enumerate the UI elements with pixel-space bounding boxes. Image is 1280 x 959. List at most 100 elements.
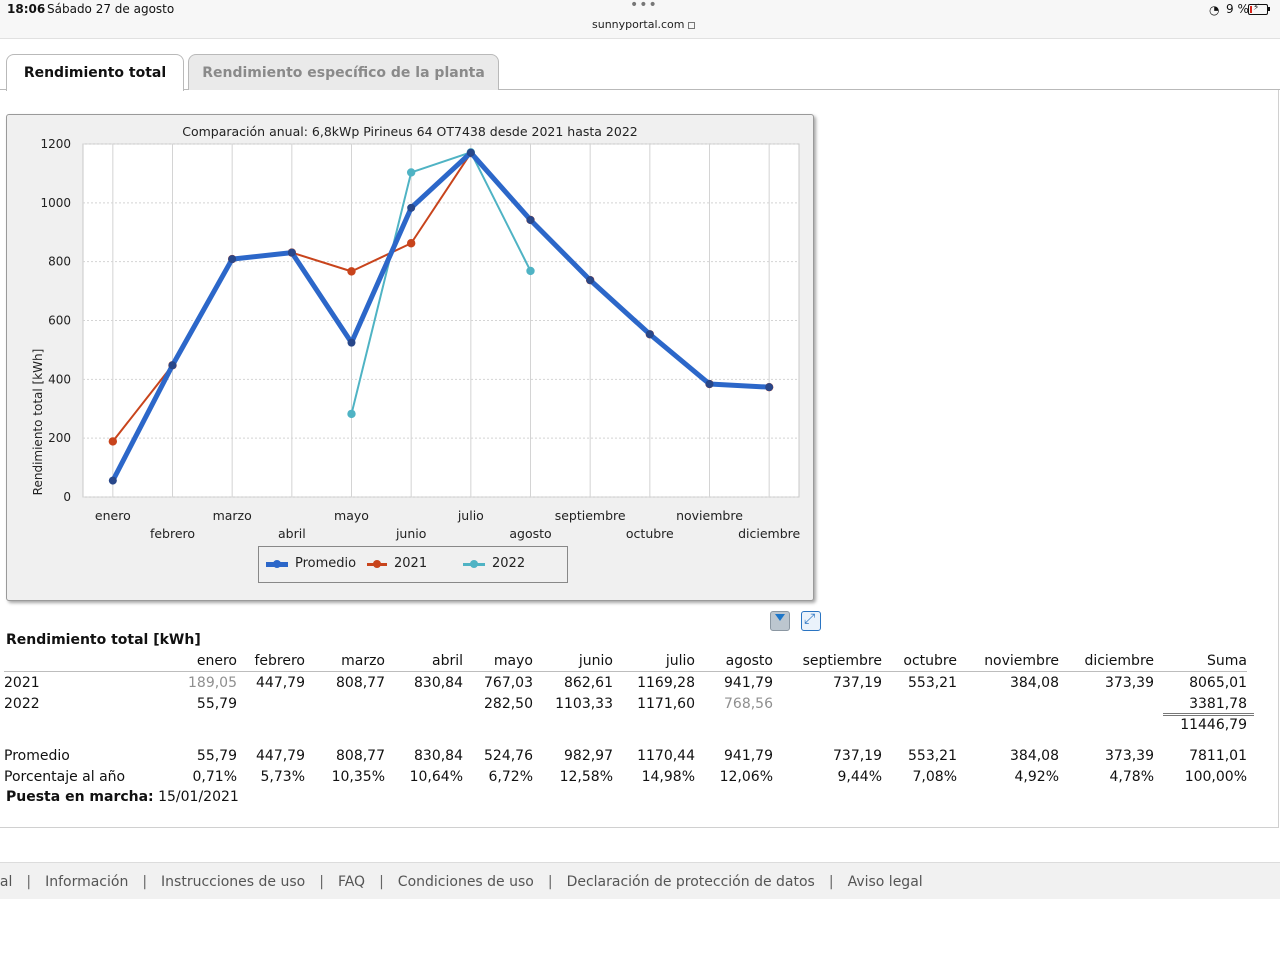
footer-link[interactable]: Instrucciones de uso xyxy=(161,874,306,890)
table-cell: 1169,28 xyxy=(637,674,695,691)
commissioning-date: Puesta en marcha: 15/01/2021 xyxy=(6,789,239,805)
chart-container: 0 200 400 600 800 1000 1200 enero febrero marzo ab… xyxy=(6,114,814,601)
table-cell: 3381,78 xyxy=(1189,695,1247,712)
table-title: Rendimiento total [kWh] xyxy=(6,632,201,648)
x-tick-label: agosto xyxy=(509,526,551,541)
table-cell xyxy=(957,714,1059,735)
address-bar[interactable]: sunnyportal.com xyxy=(592,18,695,31)
table-cell: Porcentaje al año xyxy=(4,768,126,785)
table-cell: 10,64% xyxy=(409,768,463,785)
fullscreen-icon[interactable] xyxy=(801,611,821,631)
legend-dot-2021 xyxy=(373,560,381,568)
table-cell xyxy=(174,714,237,735)
footer-link[interactable]: Información xyxy=(45,874,129,890)
y-tick-label: 400 xyxy=(48,372,71,386)
footer-link[interactable]: FAQ xyxy=(337,874,366,890)
table-cell: 55,79 xyxy=(196,695,237,712)
battery-icon: ⚡ xyxy=(1248,3,1268,15)
x-tick-label: febrero xyxy=(150,526,195,541)
y-tick-label: 800 xyxy=(48,255,71,269)
table-cell: 384,08 xyxy=(1010,747,1059,764)
tab-rendimiento-total[interactable]: Rendimiento total xyxy=(6,54,184,91)
table-header-cell: junio xyxy=(533,650,613,672)
table-cell: 8065,01 xyxy=(1189,674,1247,691)
table-cell xyxy=(533,714,613,735)
data-point-2022 xyxy=(347,409,356,419)
legend-label-2021[interactable]: 2021 xyxy=(394,556,428,571)
more-dots-icon[interactable]: ••• xyxy=(630,0,658,13)
table-cell: 1171,60 xyxy=(637,695,695,712)
lock-icon xyxy=(687,21,695,29)
table-cell: 1170,44 xyxy=(637,747,695,764)
data-point-Promedio xyxy=(228,255,237,264)
chart-title: Comparación anual: 6,8kWp Pirineus 64 OT… xyxy=(182,124,638,139)
table-cell xyxy=(957,693,1059,714)
table-cell: 1103,33 xyxy=(555,695,613,712)
table-cell: 808,77 xyxy=(336,747,385,764)
footer-separator: | xyxy=(379,874,384,890)
data-point-2021 xyxy=(406,239,416,248)
data-point-Promedio xyxy=(347,338,356,347)
footer-link[interactable]: Aviso legal xyxy=(847,874,923,890)
table-cell: 767,03 xyxy=(484,674,533,691)
footer-separator: | xyxy=(828,874,834,890)
x-tick-label: octubre xyxy=(626,526,674,541)
table-header-cell: Suma xyxy=(1154,650,1247,672)
x-tick-label: noviembre xyxy=(676,508,743,523)
data-point-Promedio xyxy=(526,215,535,224)
data-point-Promedio xyxy=(645,330,654,339)
table-cell xyxy=(773,714,882,735)
table-cell xyxy=(385,693,463,714)
y-tick-label: 200 xyxy=(48,431,71,445)
table-header-cell: marzo xyxy=(305,650,385,672)
table-cell: 830,84 xyxy=(414,747,463,764)
table-header-cell: octubre xyxy=(882,650,957,672)
legend-dot-promedio xyxy=(273,560,281,568)
data-point-2021 xyxy=(108,437,118,446)
footer-link[interactable]: Condiciones de uso xyxy=(397,874,534,890)
y-axis-title: Rendimiento total [kWh] xyxy=(31,348,45,496)
table-cell: 524,76 xyxy=(484,747,533,764)
commissioning-value: 15/01/2021 xyxy=(158,789,239,805)
data-point-Promedio xyxy=(168,361,177,370)
table-cell: 7,08% xyxy=(912,768,957,785)
table-cell: 189,05 xyxy=(188,674,237,691)
table-cell: 10,35% xyxy=(331,768,385,785)
table-cell xyxy=(613,714,695,735)
table-cell xyxy=(1059,693,1154,714)
yield-chart: 0 200 400 600 800 1000 1200 enero febrero marzo ab… xyxy=(40,137,800,541)
y-tick-label: 1000 xyxy=(40,196,71,210)
export-icon[interactable] xyxy=(770,611,790,631)
table-cell: 6,72% xyxy=(488,768,533,785)
status-date: Sábado 27 de agosto xyxy=(47,2,175,16)
chart-legend: Promedio 2021 2022 xyxy=(258,546,568,583)
footer-separator: | xyxy=(319,874,324,890)
table-header-row: enero febrero marzo abril mayo junio julio agos… xyxy=(4,650,1247,672)
tabs-divider xyxy=(0,89,1280,90)
table-cell: 830,84 xyxy=(414,674,463,691)
table-cell: 282,50 xyxy=(484,695,533,712)
footer-link[interactable]: Declaración de protección de datos xyxy=(566,874,815,890)
table-cell: 9,44% xyxy=(837,768,882,785)
table-cell: 5,73% xyxy=(260,768,305,785)
table-cell: 862,61 xyxy=(564,674,613,691)
legend-dot-2022 xyxy=(470,560,478,568)
battery-percent: 9 % xyxy=(1226,2,1249,16)
battery-tip xyxy=(1268,7,1270,11)
tab-rendimiento-especifico[interactable]: Rendimiento específico de la planta xyxy=(188,54,499,90)
table-cell: 941,79 xyxy=(724,747,773,764)
data-point-Promedio xyxy=(407,203,416,212)
footer: ial | Información | Instrucciones de uso | FAQ… xyxy=(0,862,1280,899)
table-cell xyxy=(237,714,305,735)
footer-link[interactable]: ial xyxy=(0,874,13,890)
data-point-Promedio xyxy=(765,383,774,392)
data-point-Promedio xyxy=(586,276,595,285)
table-row: Promedio 55,79 447,79 808,77 830,84 524,76 982… xyxy=(4,745,1247,766)
table-cell: 7811,01 xyxy=(1189,747,1247,764)
table-cell: 2022 xyxy=(4,695,40,712)
content-panel xyxy=(0,90,1279,828)
legend-label-promedio[interactable]: Promedio xyxy=(295,556,357,571)
legend-label-2022[interactable]: 2022 xyxy=(492,556,526,571)
table-cell: 553,21 xyxy=(908,747,957,764)
data-point-Promedio xyxy=(466,148,475,157)
